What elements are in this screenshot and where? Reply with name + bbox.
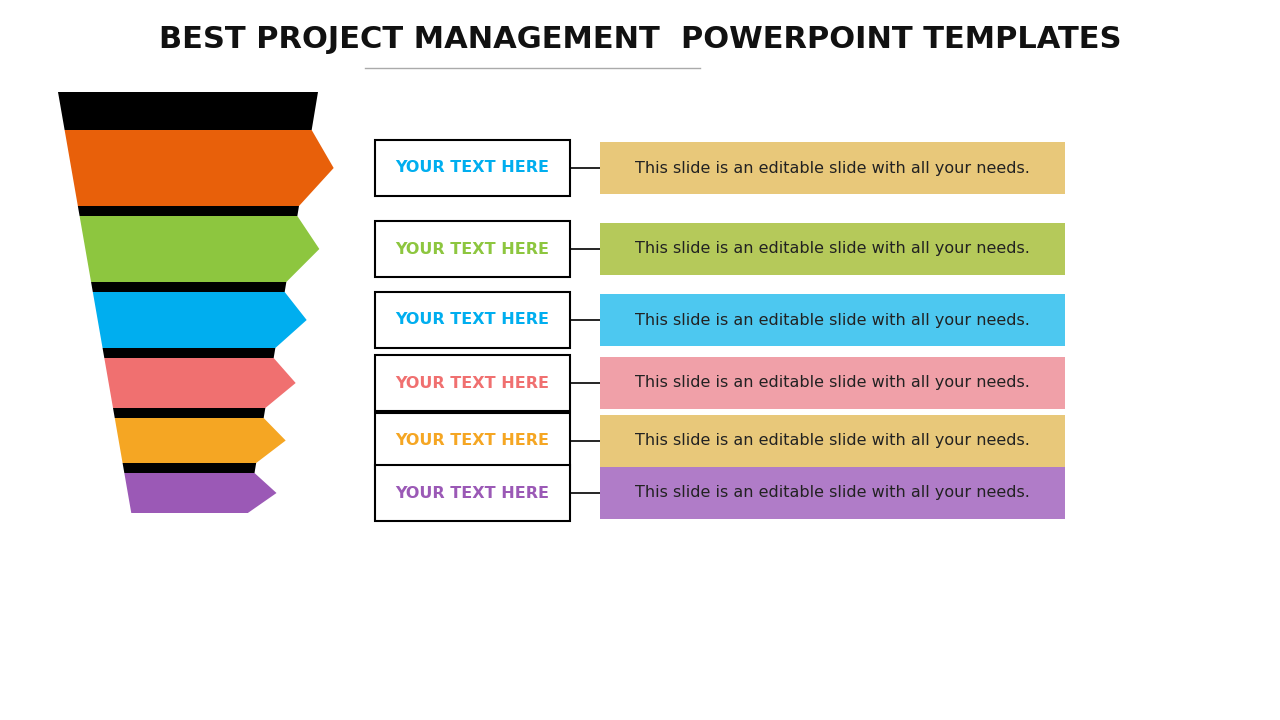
Polygon shape xyxy=(113,408,265,418)
FancyBboxPatch shape xyxy=(600,415,1065,467)
Text: YOUR TEXT HERE: YOUR TEXT HERE xyxy=(396,241,549,256)
Polygon shape xyxy=(123,463,256,473)
Polygon shape xyxy=(115,418,285,463)
Text: This slide is an editable slide with all your needs.: This slide is an editable slide with all… xyxy=(635,312,1030,328)
FancyBboxPatch shape xyxy=(375,292,570,348)
FancyBboxPatch shape xyxy=(375,140,570,196)
Polygon shape xyxy=(102,348,275,358)
FancyBboxPatch shape xyxy=(375,465,570,521)
Polygon shape xyxy=(91,282,287,292)
Text: YOUR TEXT HERE: YOUR TEXT HERE xyxy=(396,376,549,390)
Polygon shape xyxy=(93,292,307,348)
Polygon shape xyxy=(79,216,319,282)
Text: BEST PROJECT MANAGEMENT  POWERPOINT TEMPLATES: BEST PROJECT MANAGEMENT POWERPOINT TEMPL… xyxy=(159,25,1121,54)
Text: YOUR TEXT HERE: YOUR TEXT HERE xyxy=(396,312,549,328)
FancyBboxPatch shape xyxy=(600,294,1065,346)
FancyBboxPatch shape xyxy=(600,142,1065,194)
Text: This slide is an editable slide with all your needs.: This slide is an editable slide with all… xyxy=(635,433,1030,448)
FancyBboxPatch shape xyxy=(375,221,570,277)
FancyBboxPatch shape xyxy=(375,413,570,469)
Polygon shape xyxy=(78,206,300,216)
Text: This slide is an editable slide with all your needs.: This slide is an editable slide with all… xyxy=(635,161,1030,176)
Polygon shape xyxy=(58,92,317,130)
Text: YOUR TEXT HERE: YOUR TEXT HERE xyxy=(396,161,549,176)
FancyBboxPatch shape xyxy=(375,355,570,411)
Polygon shape xyxy=(124,473,276,513)
Text: YOUR TEXT HERE: YOUR TEXT HERE xyxy=(396,485,549,500)
FancyBboxPatch shape xyxy=(600,467,1065,519)
Text: This slide is an editable slide with all your needs.: This slide is an editable slide with all… xyxy=(635,485,1030,500)
Polygon shape xyxy=(104,358,296,408)
Text: YOUR TEXT HERE: YOUR TEXT HERE xyxy=(396,433,549,448)
Text: This slide is an editable slide with all your needs.: This slide is an editable slide with all… xyxy=(635,241,1030,256)
Text: This slide is an editable slide with all your needs.: This slide is an editable slide with all… xyxy=(635,376,1030,390)
Polygon shape xyxy=(64,130,334,206)
FancyBboxPatch shape xyxy=(600,357,1065,409)
FancyBboxPatch shape xyxy=(600,223,1065,275)
